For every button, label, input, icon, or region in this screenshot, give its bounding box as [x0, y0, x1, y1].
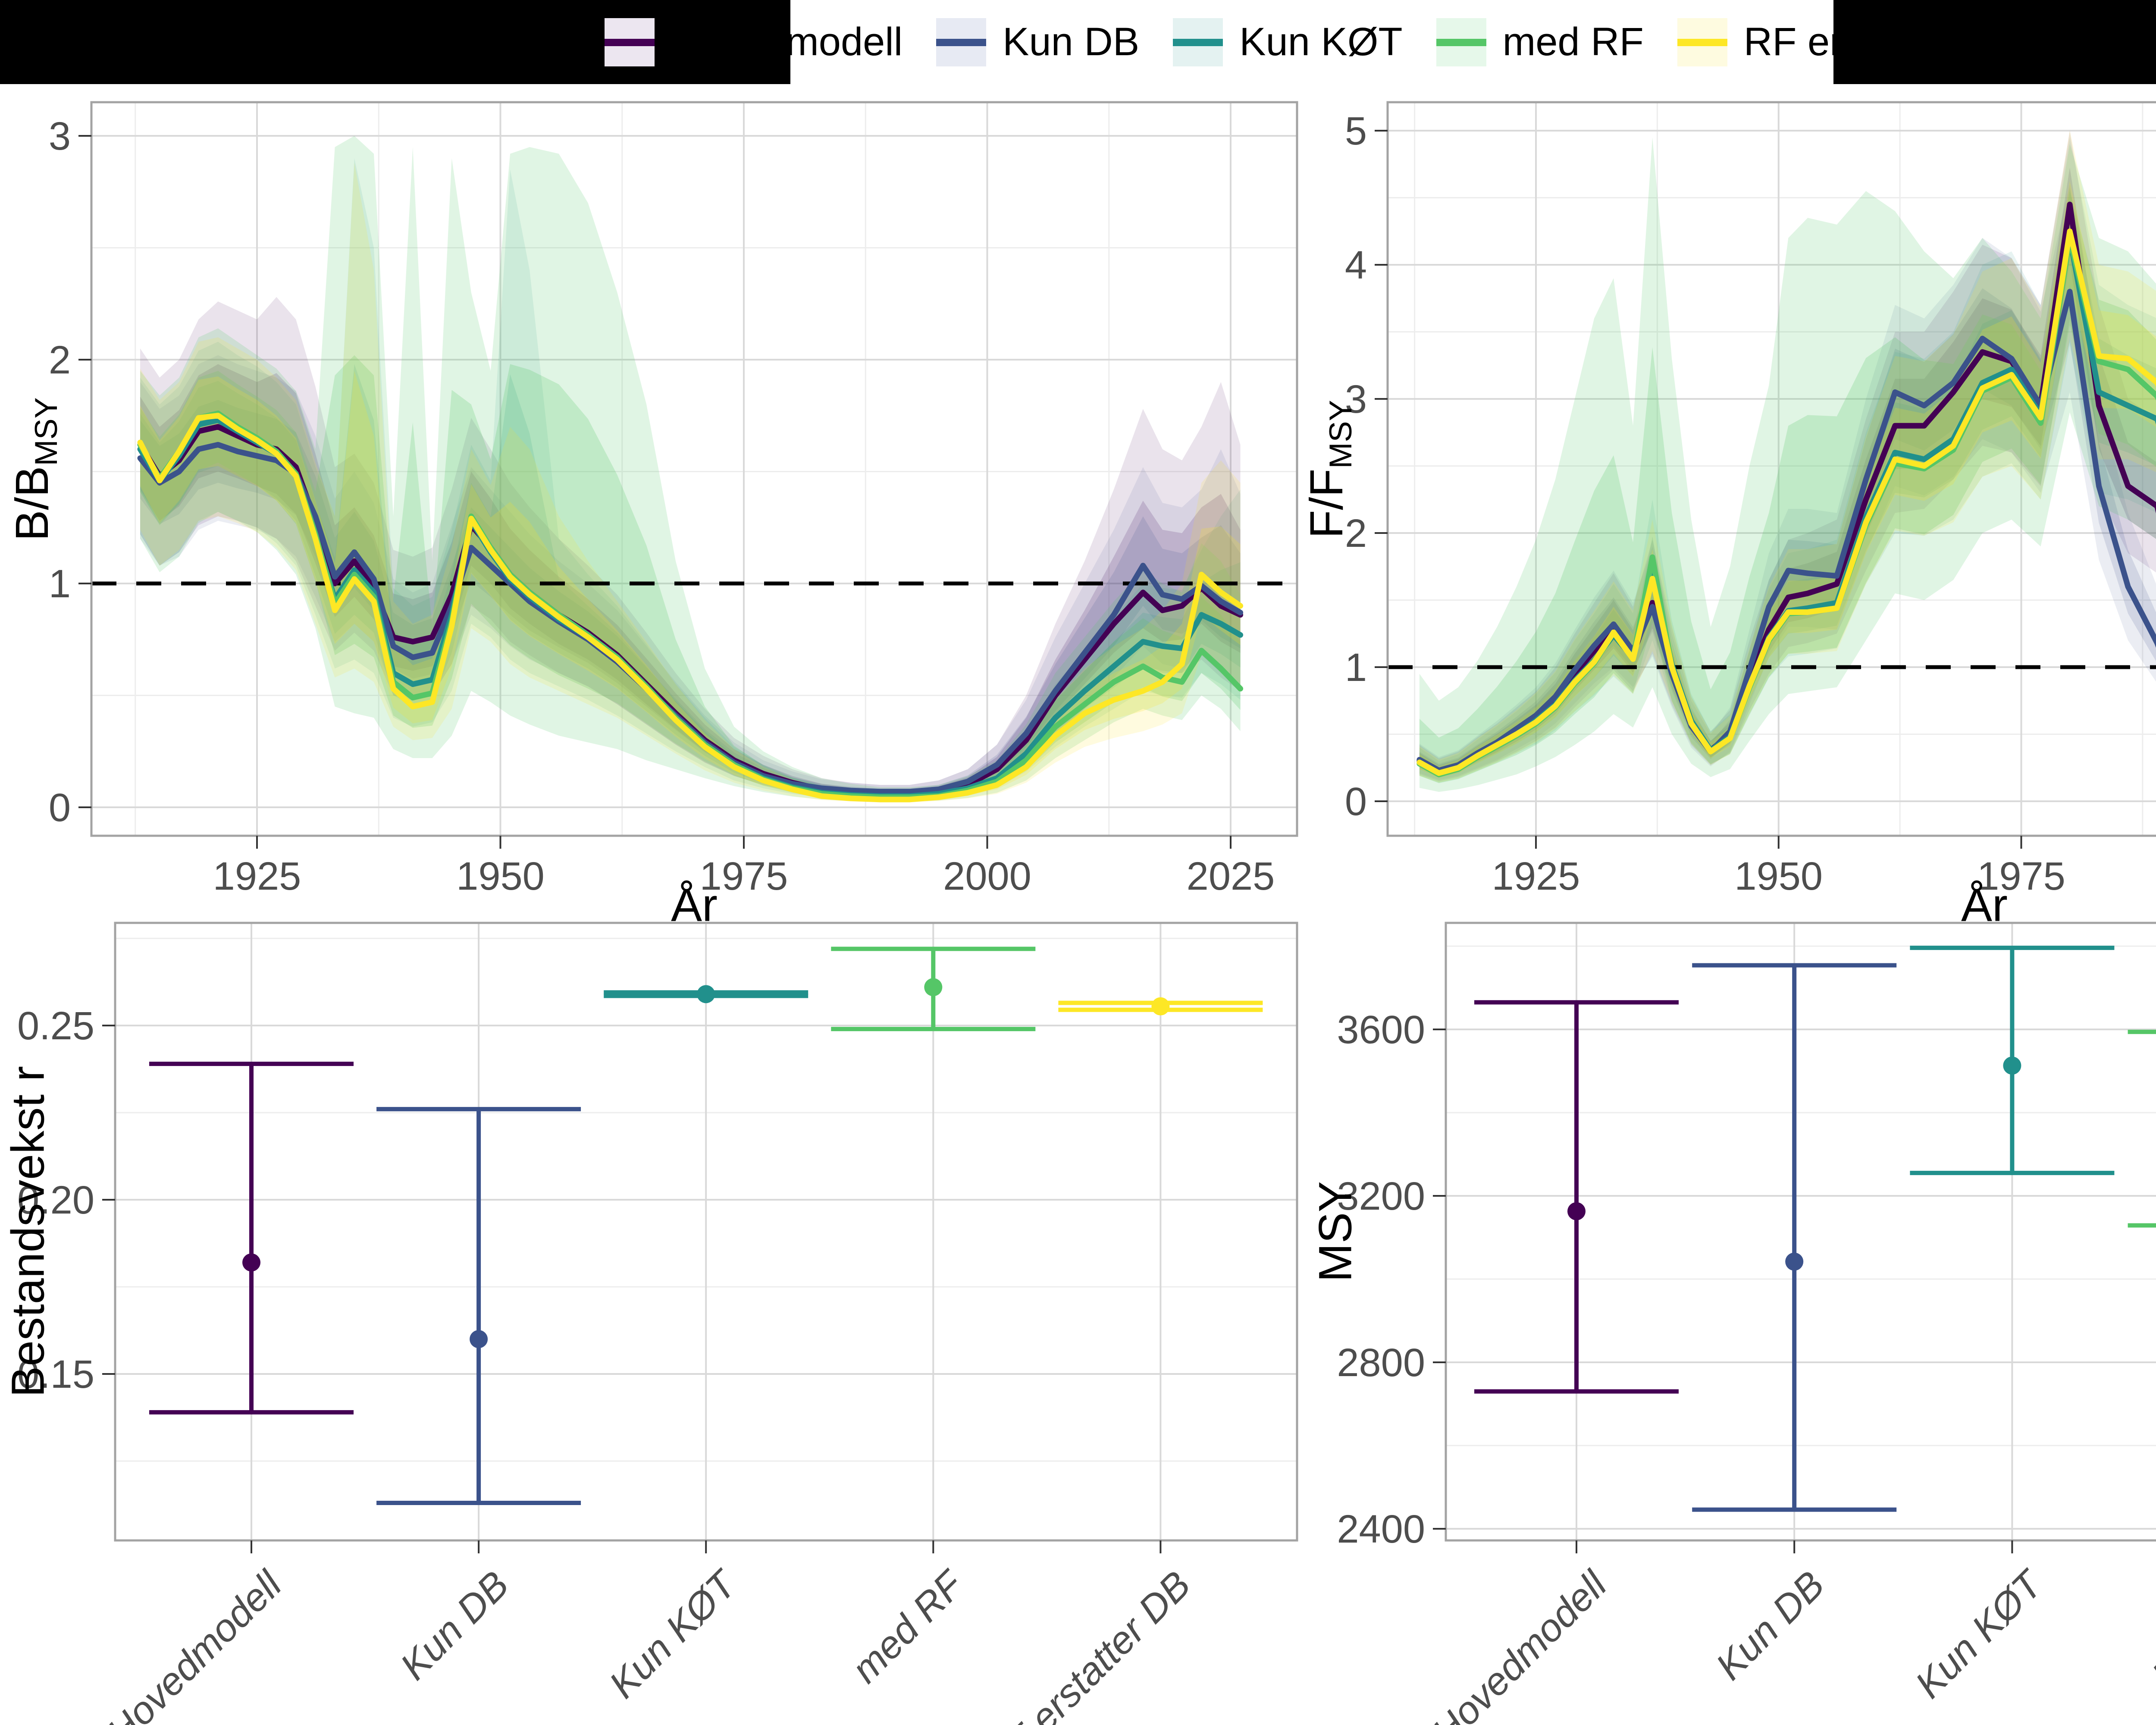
- redacted-title-block-left: [0, 0, 790, 84]
- svg-text:0: 0: [49, 786, 71, 830]
- svg-text:4: 4: [1345, 243, 1367, 287]
- svg-text:0.15: 0.15: [17, 1352, 94, 1396]
- svg-text:3: 3: [49, 114, 71, 158]
- y-axis-title-b-bmsy: B/BMSY: [6, 397, 64, 541]
- legend-label: Kun KØT: [1239, 20, 1403, 64]
- errorbar-kun-db: [376, 1107, 581, 1505]
- y-axis-title-bestandsvekst-r: Bestandsvekst r: [1, 1066, 54, 1398]
- legend-item-kun-kot: Kun KØT: [1173, 18, 1403, 66]
- legend-line-icon: [1436, 38, 1486, 46]
- errorbar-rf-erstatter-db: [1058, 997, 1263, 1016]
- svg-text:2400: 2400: [1337, 1507, 1425, 1551]
- legend-item-kun-db: Kun DB: [936, 18, 1139, 66]
- errorbar-kun-k-t: [604, 985, 808, 1004]
- legend-line-icon: [1677, 38, 1727, 46]
- svg-text:0.25: 0.25: [17, 1004, 94, 1048]
- errorbar-kun-k-t: [1910, 945, 2115, 1175]
- legend: Hovedmodell Kun DB Kun KØT med RF RF ers…: [605, 0, 2019, 84]
- svg-text:2: 2: [1345, 511, 1367, 555]
- errorbar-med-rf: [831, 947, 1036, 1032]
- x-axis-title-ar-left: År: [671, 878, 718, 931]
- panel-msy: 2400 2800 3200 3600: [1337, 922, 2156, 1553]
- legend-item-hovedmodell: Hovedmodell: [605, 18, 903, 66]
- svg-text:1950: 1950: [1734, 854, 1823, 898]
- svg-text:1950: 1950: [456, 854, 545, 898]
- svg-text:3600: 3600: [1337, 1008, 1425, 1052]
- redacted-title-block-right: [1833, 0, 2156, 84]
- svg-text:0: 0: [1345, 780, 1367, 824]
- legend-key-swatch: [936, 18, 987, 66]
- panel-b_ratio: 1925 1950 1975 2000 2025 0 1 2 3: [49, 101, 1298, 898]
- legend-label: RF erstatter DB: [1743, 20, 2019, 64]
- svg-text:1925: 1925: [213, 854, 301, 898]
- svg-text:2000: 2000: [943, 854, 1031, 898]
- y-axis-title-msy: MSY: [1309, 1181, 1361, 1283]
- svg-text:2: 2: [49, 338, 71, 382]
- legend-key-swatch: [1677, 18, 1727, 66]
- svg-text:1: 1: [49, 562, 71, 606]
- errorbar-hovedmodell: [149, 1061, 354, 1414]
- legend-item-rf-erstatter-db: RF erstatter DB: [1677, 18, 2019, 66]
- legend-label: Kun DB: [1003, 20, 1140, 64]
- svg-text:0.20: 0.20: [17, 1178, 94, 1222]
- svg-text:2800: 2800: [1337, 1341, 1425, 1385]
- svg-text:2025: 2025: [1187, 854, 1275, 898]
- svg-text:1975: 1975: [700, 854, 788, 898]
- legend-line-icon: [605, 38, 655, 46]
- svg-text:1: 1: [1345, 646, 1367, 690]
- legend-line-icon: [936, 38, 987, 46]
- legend-item-med-rf: med RF: [1436, 18, 1644, 66]
- legend-key-swatch: [1436, 18, 1486, 66]
- legend-label: Hovedmodell: [671, 20, 903, 64]
- legend-key-swatch: [605, 18, 655, 66]
- y-axis-title-f-fmsy: F/FMSY: [1300, 400, 1358, 539]
- svg-text:1925: 1925: [1492, 854, 1580, 898]
- x-axis-title-ar-right: År: [1961, 878, 2008, 931]
- svg-text:3200: 3200: [1337, 1174, 1425, 1218]
- panel-f_ratio: 19251950197520002025012345: [1345, 101, 2156, 898]
- svg-text:1975: 1975: [1977, 854, 2065, 898]
- svg-text:3: 3: [1345, 377, 1367, 421]
- legend-line-icon: [1173, 38, 1223, 46]
- panel-r_growth: 0.15 0.20 0.25: [17, 922, 1298, 1553]
- legend-label: med RF: [1502, 20, 1644, 64]
- errorbar-kun-db: [1692, 963, 1897, 1512]
- legend-key-swatch: [1173, 18, 1223, 66]
- errorbar-hovedmodell: [1474, 1000, 1679, 1394]
- svg-text:5: 5: [1345, 109, 1367, 153]
